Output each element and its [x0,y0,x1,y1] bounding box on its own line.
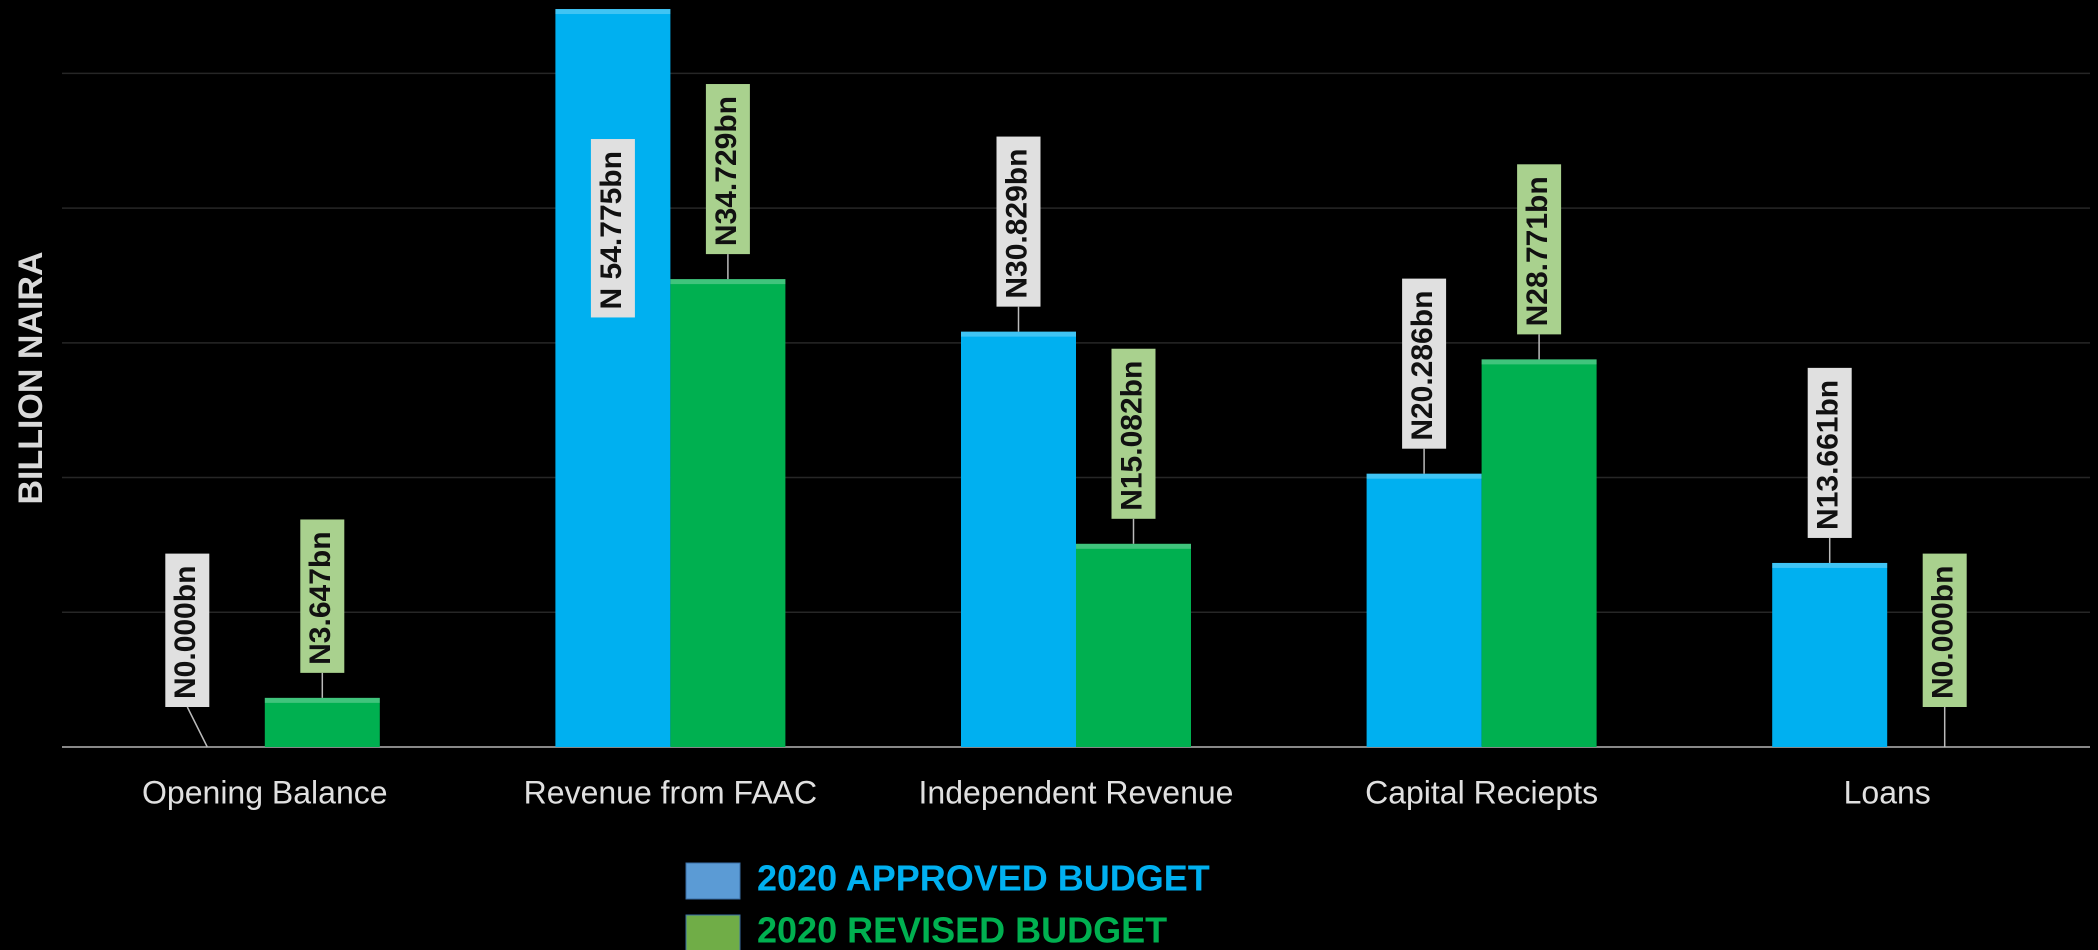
bar-highlight [1366,473,1482,479]
x-tick-label: Independent Revenue [919,774,1234,810]
x-tick-label: Opening Balance [142,774,388,810]
bar [1772,562,1888,747]
bar-highlight [670,279,786,285]
value-label: N34.729bn [710,96,743,246]
x-tick-label: Capital Reciepts [1365,774,1598,810]
bar-highlight [264,697,380,703]
legend-swatch [685,862,741,900]
value-label: N3.647bn [304,531,337,664]
bar [264,697,380,747]
value-label-box [300,519,345,673]
value-label-box [1807,367,1852,538]
value-label-box [996,136,1041,307]
bar-highlight [555,9,671,15]
bar [1366,473,1482,747]
bar-highlight [1076,543,1191,549]
bar-highlight [1481,359,1597,365]
x-tick-label: Loans [1844,774,1931,810]
value-label-box [1922,553,1967,707]
bar [1481,359,1597,747]
value-label: N20.286bn [1406,291,1439,441]
value-label: N0.000bn [1927,566,1960,699]
x-tick-label: Revenue from FAAC [524,774,817,810]
bar [961,331,1076,747]
value-label-box [590,139,635,318]
bar [670,279,786,747]
bar [555,9,671,747]
legend-label: 2020 REVISED BUDGET [757,910,1167,950]
value-label: N13.661bn [1812,380,1845,530]
y-axis-label: BILLION NAIRA [12,251,50,504]
bar-highlight [1772,562,1888,568]
value-label-box [1402,278,1447,449]
value-label: N30.829bn [1000,149,1033,299]
bar-highlight [961,331,1076,337]
value-label-box [1111,348,1156,519]
value-label: N0.000bn [169,566,202,699]
value-label-box [1517,164,1562,335]
value-label: N15.082bn [1115,361,1148,511]
bar [1076,543,1191,747]
value-label-box [705,84,750,255]
legend-swatch [685,914,741,950]
value-label: N28.771bn [1521,176,1554,326]
legend-label: 2020 APPROVED BUDGET [757,858,1210,899]
value-label-box [165,553,210,707]
value-label: N 54.775bn [595,151,628,309]
leader-line [186,706,208,748]
